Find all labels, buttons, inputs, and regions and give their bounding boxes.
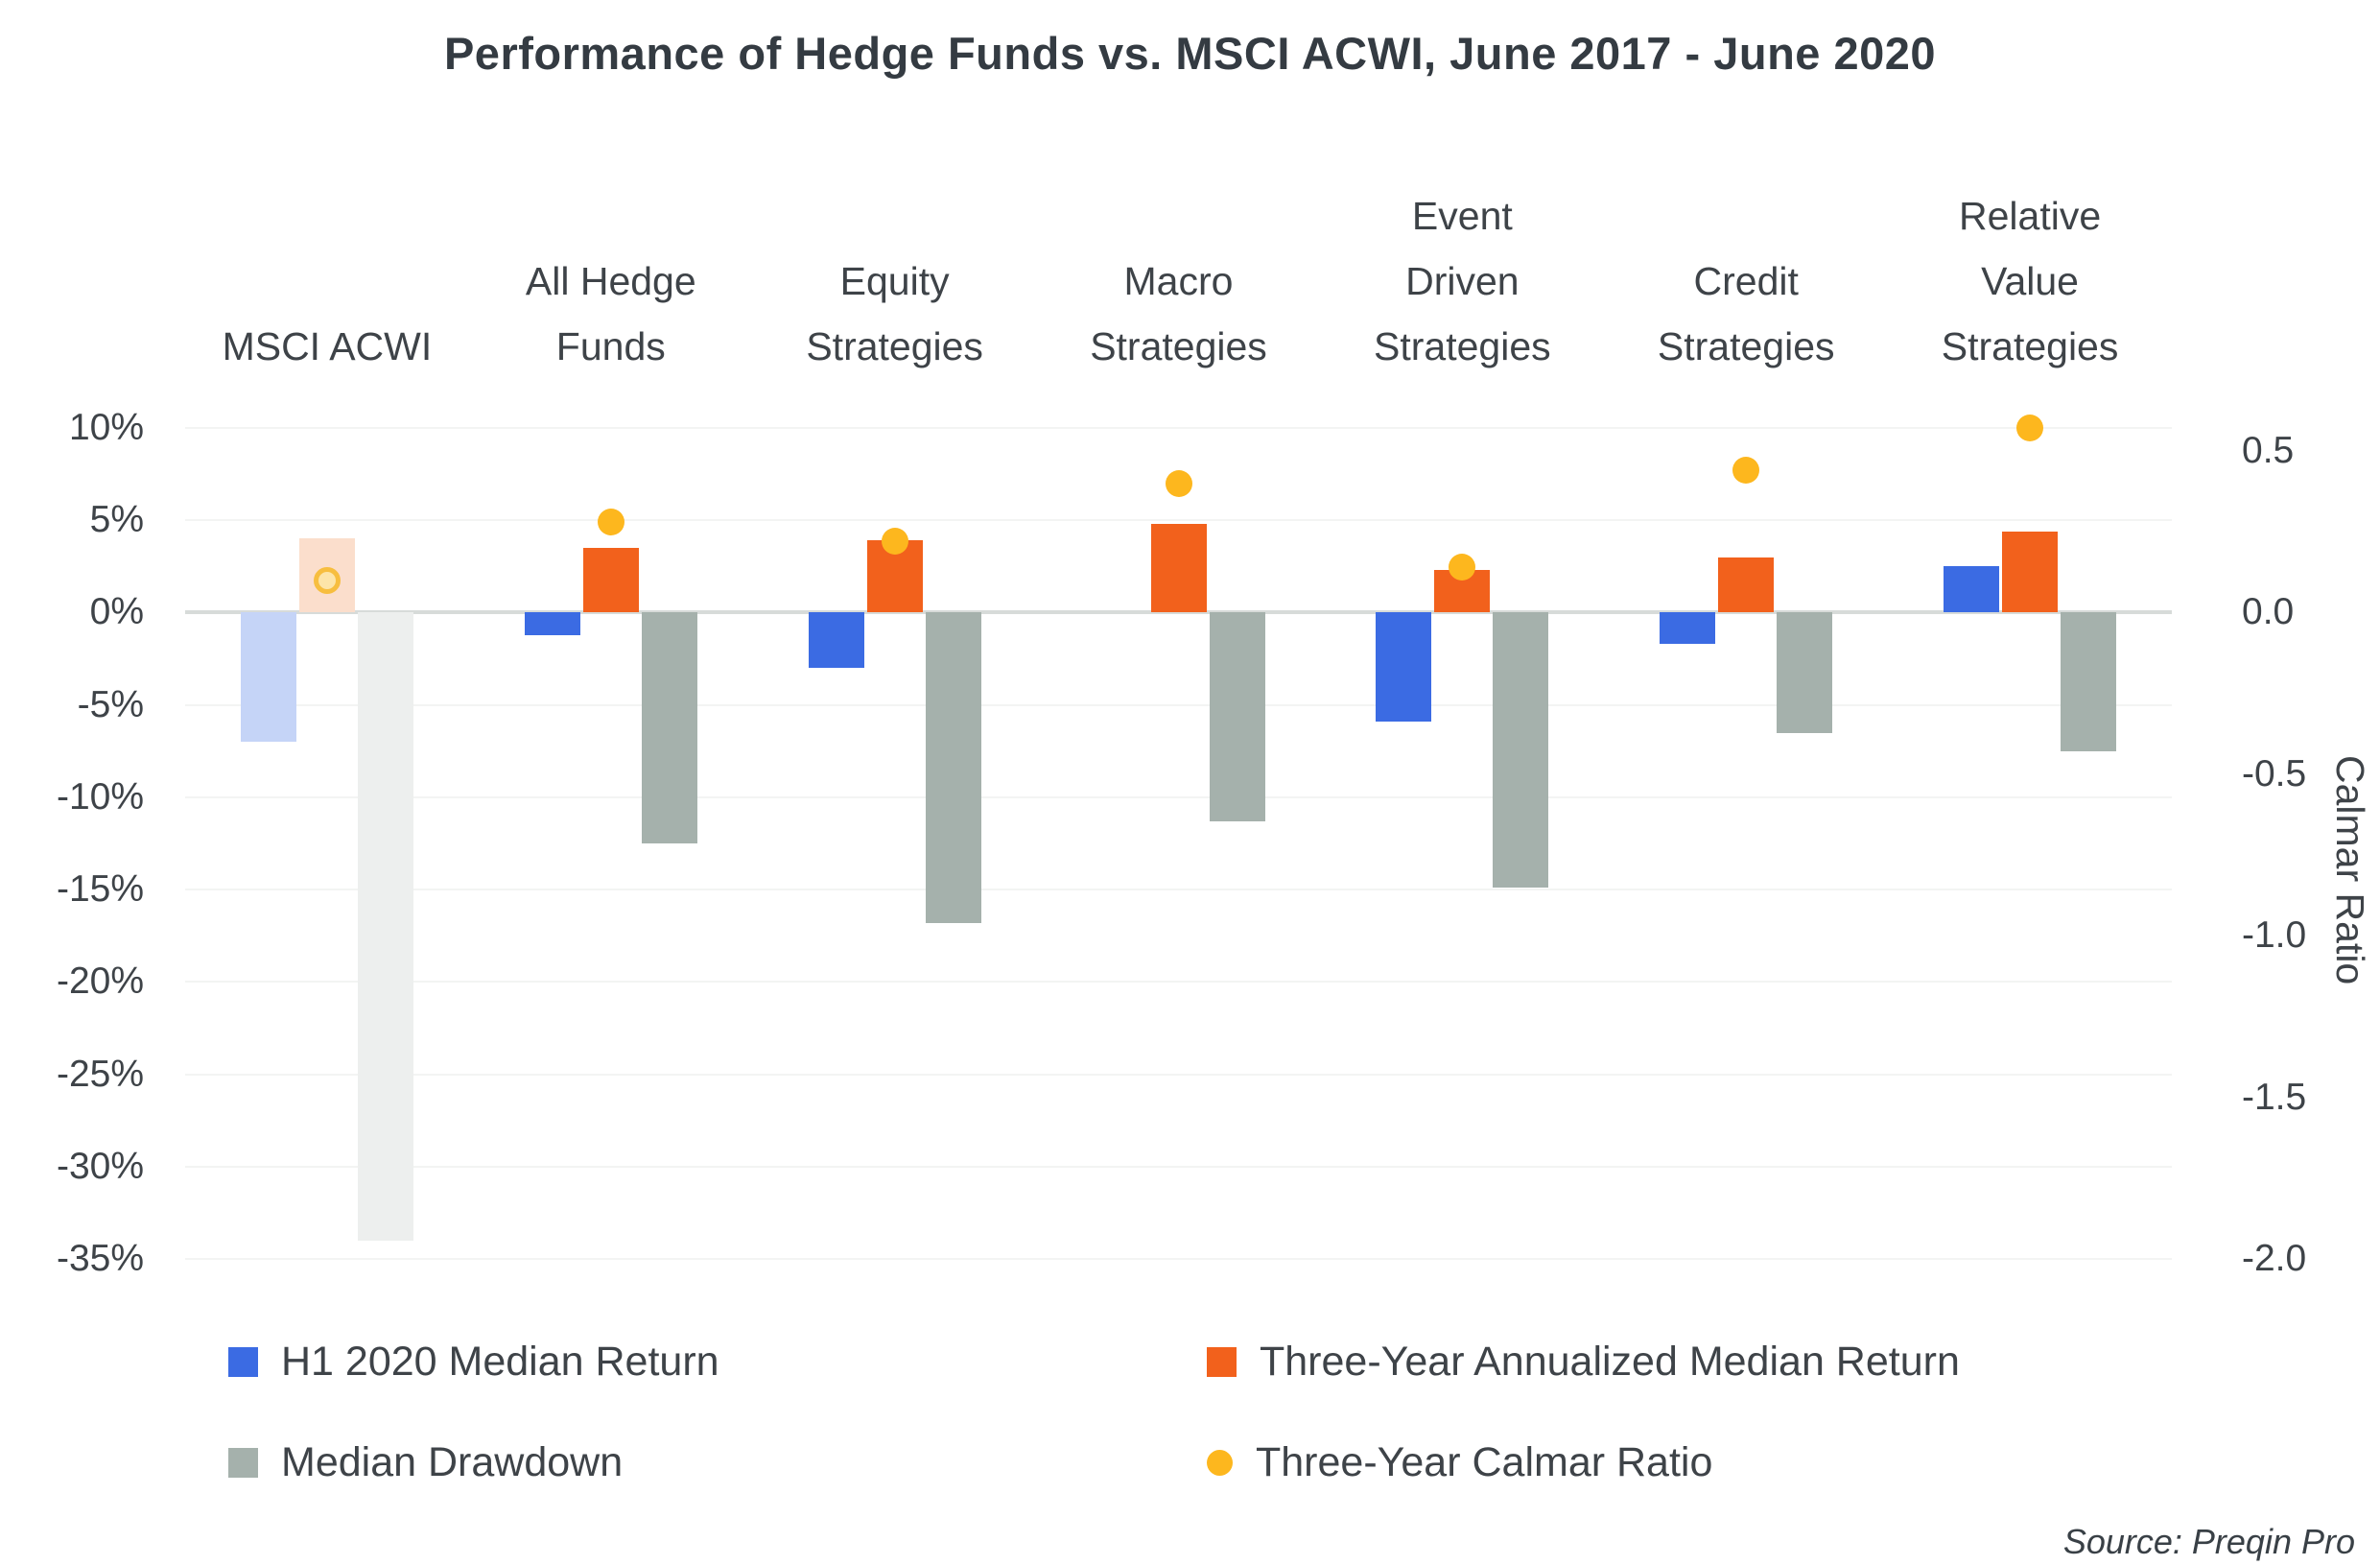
- category-label-line: Value: [1981, 259, 2079, 303]
- gridline: [185, 519, 2172, 522]
- gridline: [185, 1165, 2172, 1168]
- category-label-line: Strategies: [1657, 324, 1835, 368]
- bar-three-year-annualized-median-return-all-hedge-funds: [582, 548, 639, 613]
- bar-h1-2020-median-return-msci-acwi: [240, 612, 296, 743]
- category-label-all-hedge-funds: All Hedge Funds: [400, 249, 822, 379]
- left-axis-tick-label: -20%: [56, 960, 144, 1003]
- right-axis-tick-label: -1.5: [2242, 1076, 2307, 1118]
- bar-h1-2020-median-return-credit-strategies: [1660, 612, 1716, 645]
- legend-label: Three-Year Annualized Median Return: [1260, 1339, 1960, 1385]
- left-axis-tick-label: -5%: [77, 683, 144, 725]
- bar-median-drawdown-credit-strategies: [1777, 612, 1833, 733]
- calmar-dot-all-hedge-funds: [597, 509, 624, 536]
- bar-three-year-annualized-median-return-relative-value-strategies: [2002, 531, 2059, 613]
- left-axis-tick-label: 5%: [89, 499, 144, 541]
- plot-area: [185, 415, 2172, 1260]
- legend-square-marker: [1207, 1347, 1237, 1377]
- category-label-credit-strategies: Credit Strategies: [1535, 249, 1957, 379]
- bar-median-drawdown-msci-acwi: [357, 612, 413, 1241]
- calmar-dot-msci-acwi: [313, 566, 341, 594]
- legend-label: Three-Year Calmar Ratio: [1256, 1439, 1713, 1485]
- category-label-line: Credit: [1693, 259, 1799, 303]
- calmar-dot-event-driven-strategies: [1449, 554, 1476, 581]
- legend-label: Median Drawdown: [281, 1439, 624, 1485]
- legend-square-marker: [228, 1347, 258, 1377]
- bar-median-drawdown-event-driven-strategies: [1493, 612, 1549, 889]
- right-axis-tick-label: 0.0: [2242, 591, 2295, 633]
- left-axis-tick-label: -25%: [56, 1053, 144, 1095]
- bar-median-drawdown-relative-value-strategies: [2061, 612, 2117, 751]
- category-label-line: Macro: [1123, 259, 1234, 303]
- legend-item-three-year-annualized-median-return: Three-Year Annualized Median Return: [1207, 1339, 1960, 1386]
- gridline: [185, 703, 2172, 706]
- category-label-line: Driven: [1405, 259, 1520, 303]
- legend-item-three-year-calmar-ratio: Three-Year Calmar Ratio: [1207, 1439, 1960, 1486]
- bar-three-year-annualized-median-return-macro-strategies: [1150, 524, 1207, 613]
- legend: H1 2020 Median Return Three-Year Annualiz…: [228, 1339, 1960, 1486]
- bar-h1-2020-median-return-relative-value-strategies: [1944, 566, 2000, 613]
- category-label-msci-acwi: MSCI ACWI: [116, 314, 538, 379]
- calmar-dot-macro-strategies: [1165, 469, 1192, 497]
- calmar-dot-credit-strategies: [1732, 457, 1760, 485]
- zero-baseline: [185, 610, 2172, 615]
- right-axis-title: Calmar Ratio: [2328, 755, 2372, 985]
- category-label-line: Funds: [555, 324, 666, 368]
- gridline: [185, 981, 2172, 984]
- gridline: [185, 889, 2172, 891]
- gridline: [185, 795, 2172, 798]
- bar-h1-2020-median-return-equity-strategies: [808, 612, 864, 669]
- category-label-line: All Hedge: [525, 259, 696, 303]
- category-label-line: Equity: [839, 259, 950, 303]
- right-axis-tick-label: -0.5: [2242, 752, 2307, 794]
- source-note: Source: Preqin Pro: [2062, 1522, 2355, 1561]
- category-label-line: Strategies: [1374, 324, 1551, 368]
- category-label-line: MSCI ACWI: [222, 324, 433, 368]
- gridline: [185, 427, 2172, 429]
- bar-median-drawdown-all-hedge-funds: [641, 612, 697, 843]
- left-axis-tick-label: -35%: [56, 1238, 144, 1279]
- gridline: [185, 1258, 2172, 1260]
- bar-h1-2020-median-return-all-hedge-funds: [524, 612, 580, 635]
- right-axis-tick-label: -1.0: [2242, 914, 2307, 957]
- right-axis-tick-label: -2.0: [2242, 1238, 2307, 1279]
- category-label-line: Event: [1411, 194, 1513, 238]
- calmar-dot-equity-strategies: [881, 528, 908, 556]
- bar-median-drawdown-macro-strategies: [1209, 612, 1265, 821]
- left-axis-tick-label: -10%: [56, 775, 144, 818]
- category-label-event-driven-strategies: Event Driven Strategies: [1251, 183, 1673, 379]
- category-label-line: Strategies: [1941, 324, 2119, 368]
- legend-dot-marker: [1207, 1450, 1233, 1476]
- legend-square-marker: [228, 1448, 258, 1478]
- legend-label: H1 2020 Median Return: [281, 1339, 719, 1385]
- bar-h1-2020-median-return-event-driven-strategies: [1376, 612, 1432, 722]
- legend-item-median-drawdown: Median Drawdown: [228, 1439, 1207, 1486]
- left-axis-tick-label: 10%: [68, 407, 144, 448]
- legend-item-h1-2020-median-return: H1 2020 Median Return: [228, 1339, 1207, 1386]
- bar-median-drawdown-equity-strategies: [925, 612, 981, 923]
- category-label-relative-value-strategies: Relative Value Strategies: [1819, 183, 2241, 379]
- gridline: [185, 1073, 2172, 1076]
- category-label-line: Relative: [1959, 194, 2102, 238]
- calmar-dot-relative-value-strategies: [2016, 415, 2044, 442]
- category-label-line: Strategies: [1090, 324, 1267, 368]
- left-axis-tick-label: -30%: [56, 1145, 144, 1187]
- bar-three-year-annualized-median-return-credit-strategies: [1718, 557, 1775, 613]
- category-label-equity-strategies: Equity Strategies: [684, 249, 1106, 379]
- left-axis-tick-label: -15%: [56, 868, 144, 911]
- chart-title: Performance of Hedge Funds vs. MSCI ACWI…: [443, 28, 1937, 79]
- category-label-line: Strategies: [806, 324, 983, 368]
- category-label-macro-strategies: Macro Strategies: [968, 249, 1390, 379]
- left-axis-tick-label: 0%: [89, 591, 144, 633]
- right-axis-tick-label: 0.5: [2242, 430, 2295, 472]
